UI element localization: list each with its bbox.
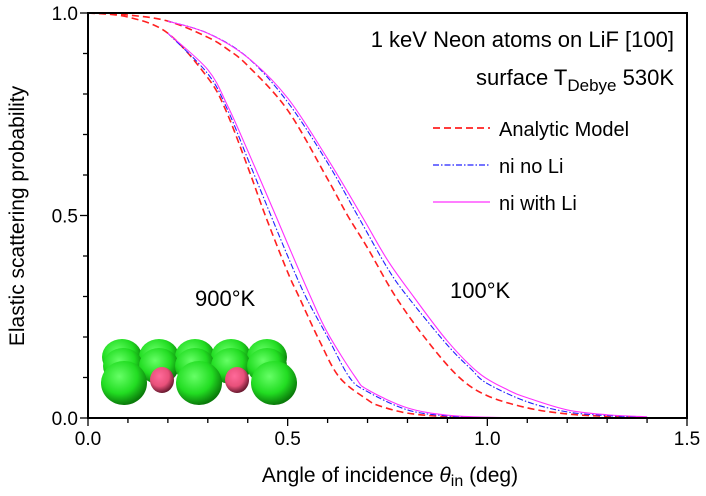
annotation-100K: 100°K — [450, 278, 511, 303]
y-tick-label: 0.0 — [52, 409, 78, 430]
chart-subtitle: surface TDebye 530K — [476, 65, 674, 95]
y-axis-label: Elastic scattering probability — [6, 85, 29, 346]
y-tick-label: 0.5 — [52, 207, 78, 228]
legend-label: ni with Li — [499, 193, 577, 215]
series-line-100K-ni-with-li — [167, 20, 648, 418]
fluorine-atom-front — [251, 361, 297, 405]
series-line-900K-ni-with-li — [167, 32, 528, 419]
curves — [87, 12, 648, 419]
legend-label: ni no Li — [499, 156, 564, 178]
legend: Analytic Model ni no Li ni with Li — [433, 119, 629, 215]
series-line-100K-ni-no-li — [167, 20, 648, 418]
lithium-atom — [150, 367, 174, 393]
axis-ticks: 0.0 0.5 1.0 1.5 0.0 0.5 1.0 — [52, 4, 701, 450]
series-line-100K-analytic-model — [87, 12, 648, 419]
series-line-900K-analytic-model — [87, 12, 528, 419]
annotation-900K: 900°K — [195, 286, 256, 311]
x-tick-label: 1.0 — [474, 429, 500, 450]
fluorine-atom-front — [176, 361, 222, 405]
y-tick-label: 1.0 — [52, 4, 78, 25]
fluorine-atom-front — [101, 361, 147, 405]
x-tick-label: 1.5 — [674, 429, 700, 450]
x-tick-label: 0.0 — [75, 429, 101, 450]
legend-label: Analytic Model — [499, 119, 629, 141]
lithium-atom — [225, 367, 249, 393]
series-line-900K-ni-no-li — [167, 32, 528, 419]
lif-surface-atoms-icon — [101, 339, 297, 405]
x-axis-label: Angle of incidence θin (deg) — [262, 464, 518, 490]
x-tick-label: 0.5 — [274, 429, 300, 450]
chart-title: 1 keV Neon atoms on LiF [100] — [371, 27, 674, 52]
